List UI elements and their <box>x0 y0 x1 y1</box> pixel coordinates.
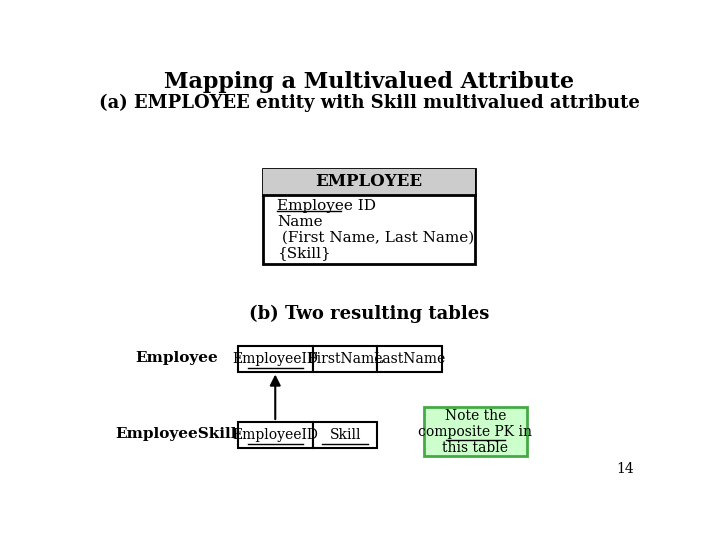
Text: Skill: Skill <box>330 428 361 442</box>
Text: (a) EMPLOYEE entity with Skill multivalued attribute: (a) EMPLOYEE entity with Skill multivalu… <box>99 94 639 112</box>
Bar <box>238 346 313 372</box>
Bar <box>423 407 527 456</box>
Text: EmployeeSkill: EmployeeSkill <box>116 427 238 441</box>
Text: EmployeeID: EmployeeID <box>233 428 318 442</box>
Text: LastName: LastName <box>374 352 446 366</box>
Text: 14: 14 <box>616 462 634 476</box>
Bar <box>263 168 475 265</box>
Text: EMPLOYEE: EMPLOYEE <box>315 173 423 190</box>
Text: Employee ID: Employee ID <box>277 199 376 213</box>
Text: Employee: Employee <box>135 351 218 365</box>
Bar <box>263 168 475 194</box>
Bar <box>313 422 377 448</box>
Text: Mapping a Multivalued Attribute: Mapping a Multivalued Attribute <box>164 71 574 93</box>
Text: this table: this table <box>442 441 508 455</box>
Text: (First Name, Last Name): (First Name, Last Name) <box>277 230 474 244</box>
Text: Name: Name <box>277 215 323 229</box>
Text: composite PK in: composite PK in <box>418 425 532 439</box>
Text: {Skill}: {Skill} <box>277 246 330 260</box>
Text: EmployeeID: EmployeeID <box>233 352 318 366</box>
Bar <box>377 346 441 372</box>
Bar <box>313 346 377 372</box>
Text: Note the: Note the <box>445 409 506 423</box>
Bar <box>238 422 313 448</box>
Text: FirstName: FirstName <box>307 352 383 366</box>
Text: (b) Two resulting tables: (b) Two resulting tables <box>249 305 489 323</box>
